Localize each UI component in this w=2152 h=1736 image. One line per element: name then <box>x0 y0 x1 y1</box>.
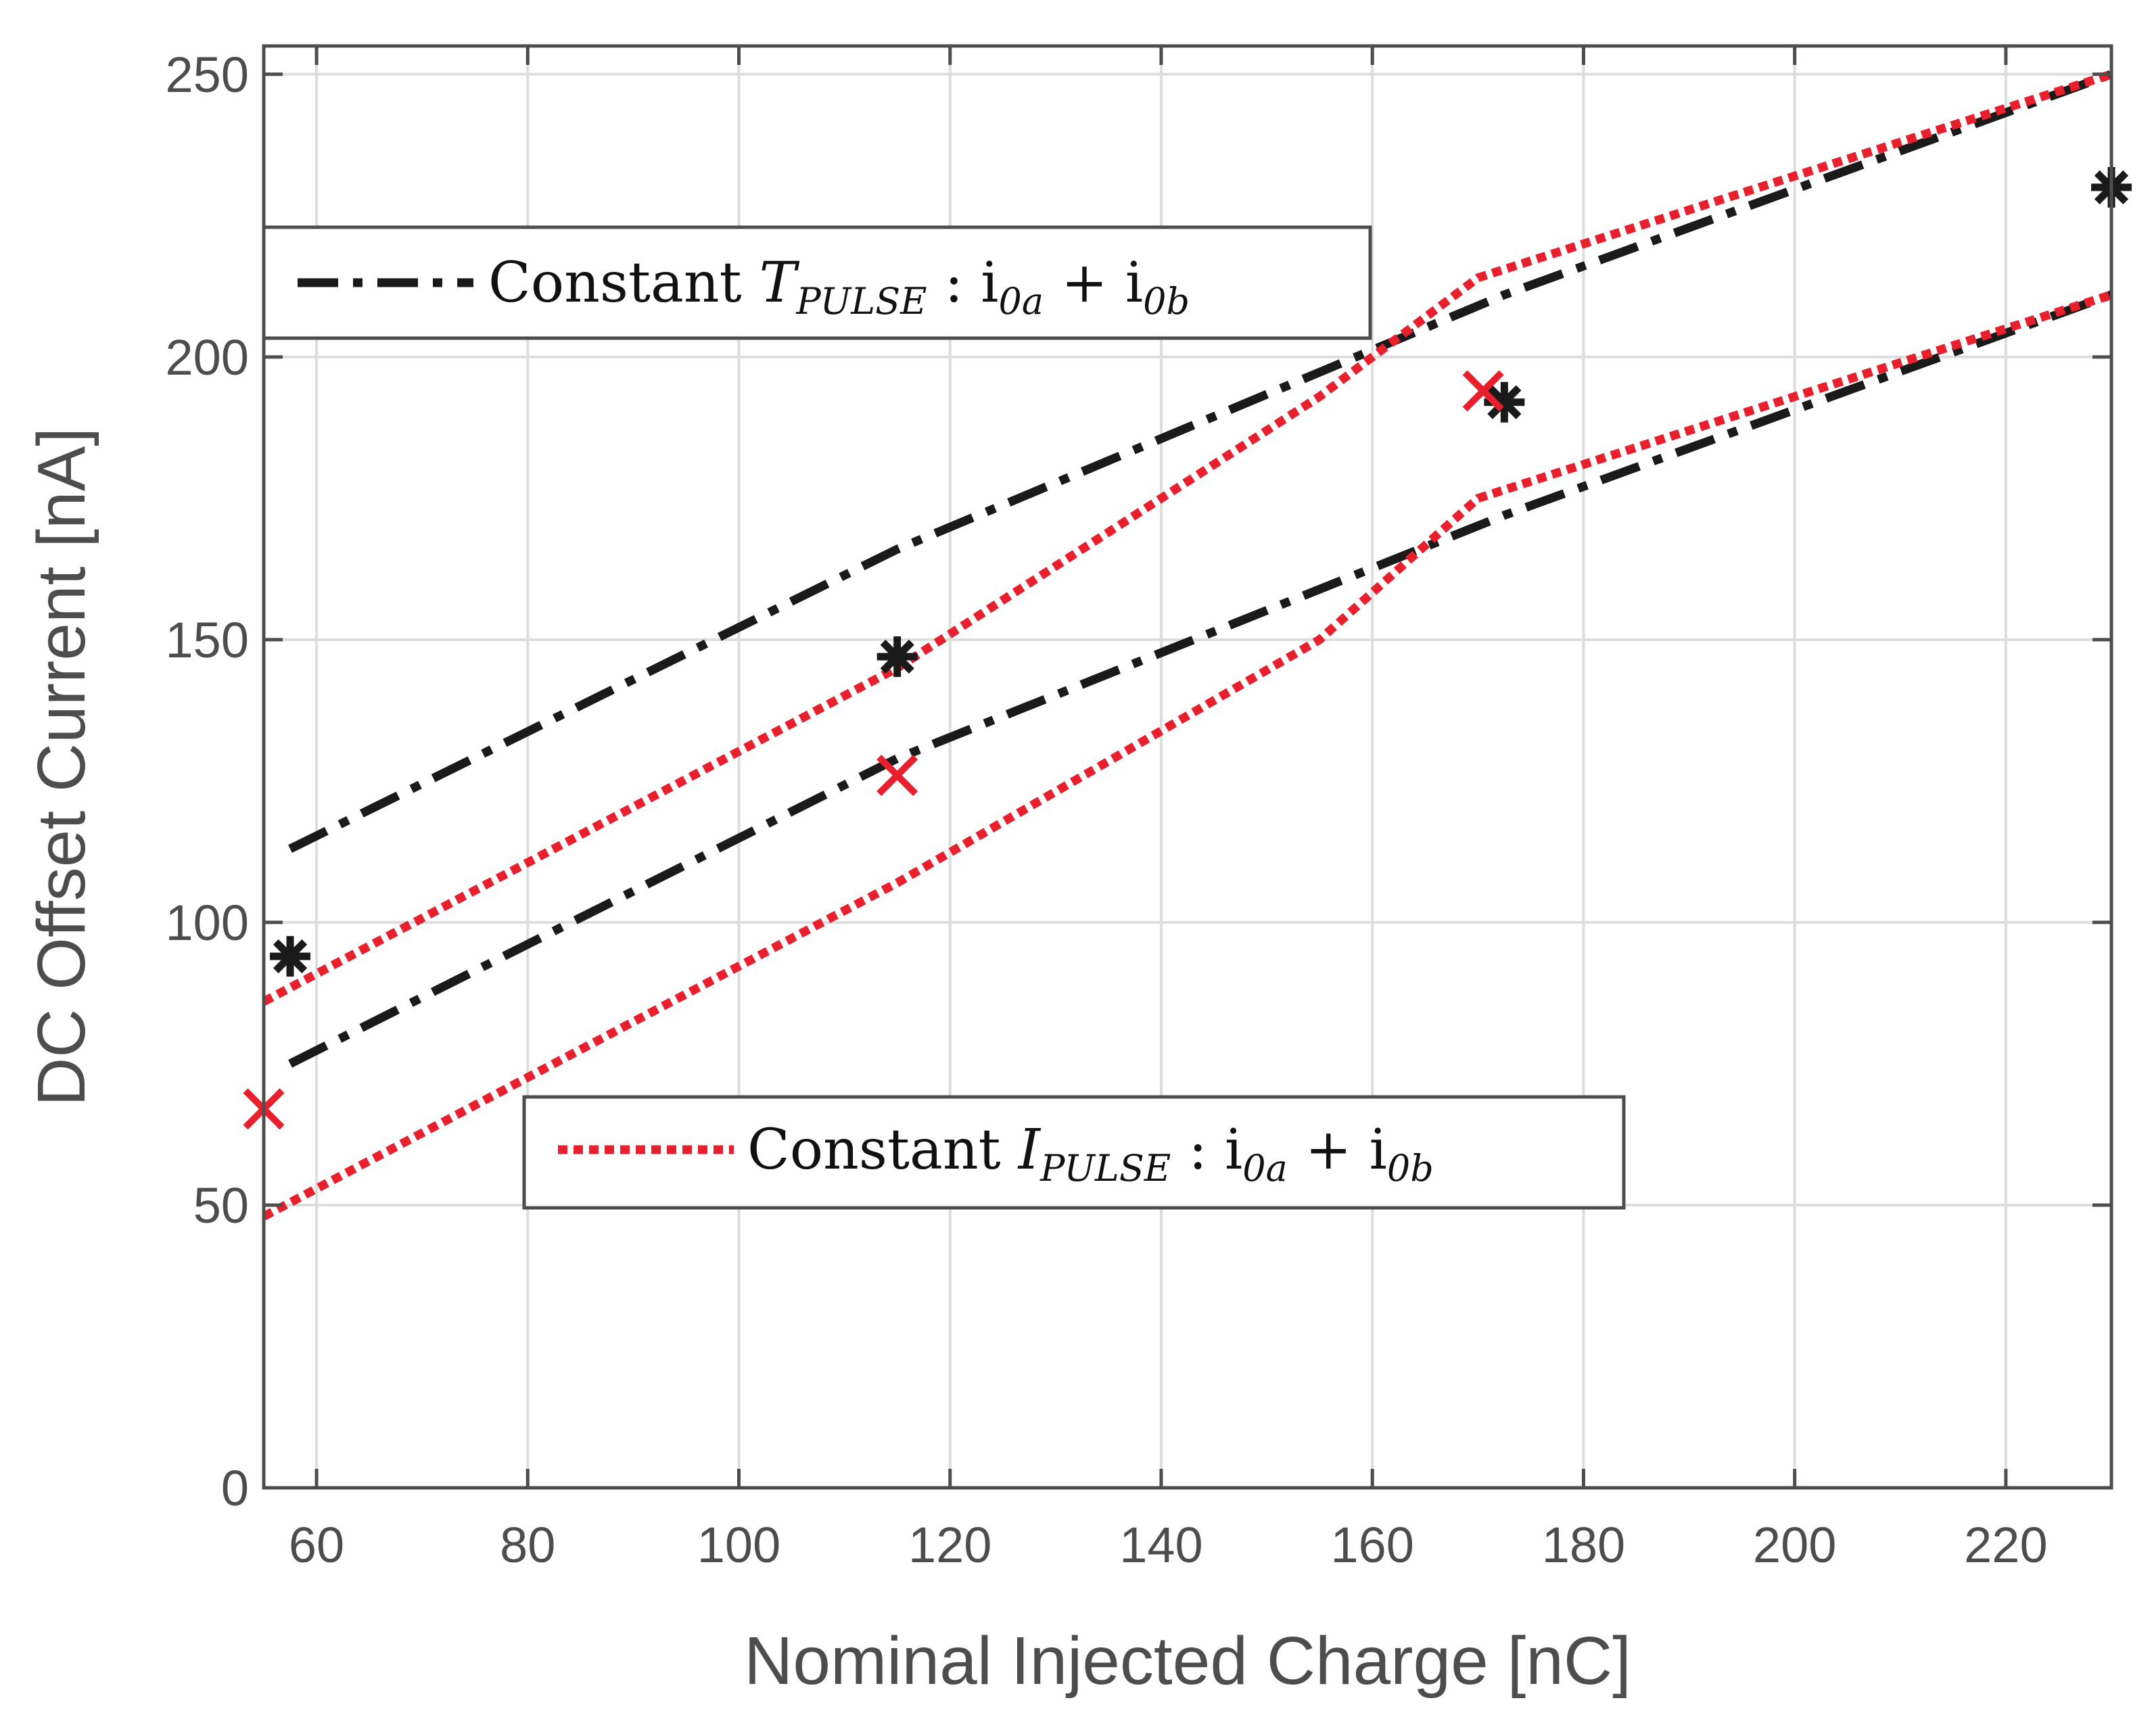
asterisk-stroke <box>273 939 308 974</box>
cross-stroke <box>876 755 918 797</box>
asterisk-marker <box>270 936 311 977</box>
legend-ipulse-symbol: I <box>1017 1118 1042 1182</box>
series-tpulse-upper <box>288 70 2113 853</box>
ticks <box>264 46 2111 1490</box>
cross-marker <box>876 755 918 797</box>
x-tick-label: 120 <box>908 1517 991 1573</box>
marker-layer <box>243 167 2132 1130</box>
cross-stroke <box>1462 370 1504 412</box>
legend-tpulse-prefix: Constant <box>488 251 759 315</box>
legend-ipulse-suffix-a: : i <box>1171 1118 1242 1182</box>
x-tick-label: 100 <box>697 1517 780 1573</box>
legend-ipulse: Constant IPULSE : i0a + i0b <box>522 1095 1626 1210</box>
y-axis-title: DC Offset Current [nA] <box>24 427 99 1106</box>
asterisk-marker <box>1484 381 1525 423</box>
legend-tpulse-sub-a: 0a <box>999 280 1044 323</box>
legend-tpulse-label: Constant TPULSE : i0a + i0b <box>488 251 1190 323</box>
y-tick-label: 50 <box>193 1177 249 1234</box>
y-tick-label: 0 <box>221 1460 249 1516</box>
x-tick-label: 140 <box>1119 1517 1202 1573</box>
legend-ipulse-prefix: Constant <box>747 1118 1019 1182</box>
legend-tpulse: Constant TPULSE : i0a + i0b <box>262 225 1372 340</box>
legend-ipulse-sub-b: 0b <box>1387 1147 1434 1190</box>
y-tick-label: 100 <box>166 895 249 951</box>
plot-frame <box>262 44 2113 1490</box>
legend-ipulse-symbol-sub: PULSE <box>1039 1147 1171 1190</box>
asterisk-stroke <box>1487 385 1522 419</box>
legend-tpulse-suffix-a: : i <box>927 251 999 315</box>
series-ipulse-lower <box>261 290 2113 1221</box>
legend-tpulse-box <box>262 225 1372 340</box>
x-tick-label: 180 <box>1542 1517 1625 1573</box>
legend-ipulse-plus: + i <box>1288 1118 1387 1182</box>
x-axis-title: Nominal Injected Charge [nC] <box>744 1623 1631 1699</box>
legend-tpulse-symbol-sub: PULSE <box>795 280 927 323</box>
legend-tpulse-symbol: T <box>759 251 800 315</box>
series-layer <box>261 70 2113 1221</box>
x-tick-label: 200 <box>1753 1517 1836 1573</box>
x-tick-label: 60 <box>289 1517 344 1573</box>
legend-ipulse-label: Constant IPULSE : i0a + i0b <box>747 1118 1434 1190</box>
series-tpulse-lower <box>288 290 2113 1068</box>
asterisk-marker <box>876 636 918 677</box>
tick-labels: 60 80 100 120 140 160 180 200 220 0 50 100 150 200 250 <box>166 47 2048 1573</box>
y-tick-label: 200 <box>166 329 249 385</box>
legend-ipulse-sub-a: 0a <box>1242 1147 1288 1190</box>
x-tick-label: 220 <box>1964 1517 2047 1573</box>
legend-tpulse-plus: + i <box>1044 251 1143 315</box>
y-tick-label: 250 <box>166 47 249 103</box>
legend-tpulse-sub-b: 0b <box>1143 280 1190 323</box>
x-tick-label: 160 <box>1330 1517 1413 1573</box>
asterisk-stroke <box>880 639 914 674</box>
cross-marker <box>1462 370 1504 412</box>
y-tick-label: 150 <box>166 612 249 668</box>
series-ipulse-upper <box>261 70 2113 1006</box>
x-tick-label: 80 <box>500 1517 555 1573</box>
